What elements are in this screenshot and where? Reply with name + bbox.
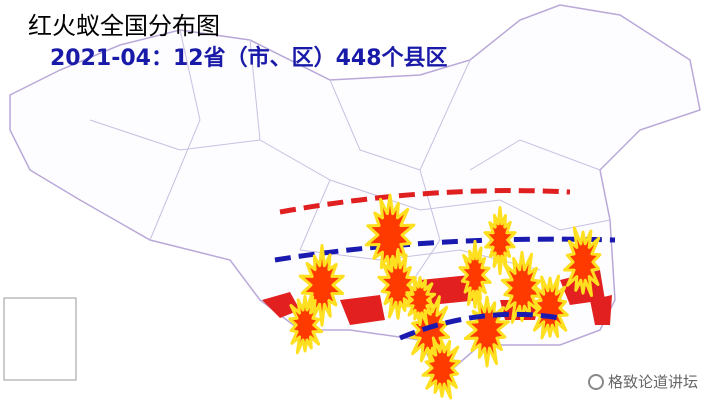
subtitle: 2021-04：12省（市、区）448个县区 (50, 46, 448, 71)
fire-ant-burst (421, 336, 461, 400)
blue-dashed-line (274, 236, 616, 263)
blue-dashed-line (399, 311, 561, 341)
fire-ant-burst (532, 274, 569, 340)
south-sea-inset (3, 297, 77, 381)
fire-ant-burst (563, 226, 602, 297)
watermark: 格致论道讲坛 (587, 371, 698, 392)
fire-ant-burst (298, 243, 345, 327)
fire-ant-burst (377, 248, 420, 320)
fire-ant-burst (458, 239, 492, 309)
watermark-text: 格致论道讲坛 (607, 373, 698, 391)
title: 红火蚁全国分布图 (28, 12, 220, 40)
fire-ant-burst (483, 206, 517, 276)
fire-ant-burst (403, 275, 437, 327)
fire-ant-burst (500, 250, 545, 324)
watermark-icon (587, 373, 604, 390)
fire-ant-burst (288, 295, 324, 355)
red-dashed-line (279, 188, 571, 215)
